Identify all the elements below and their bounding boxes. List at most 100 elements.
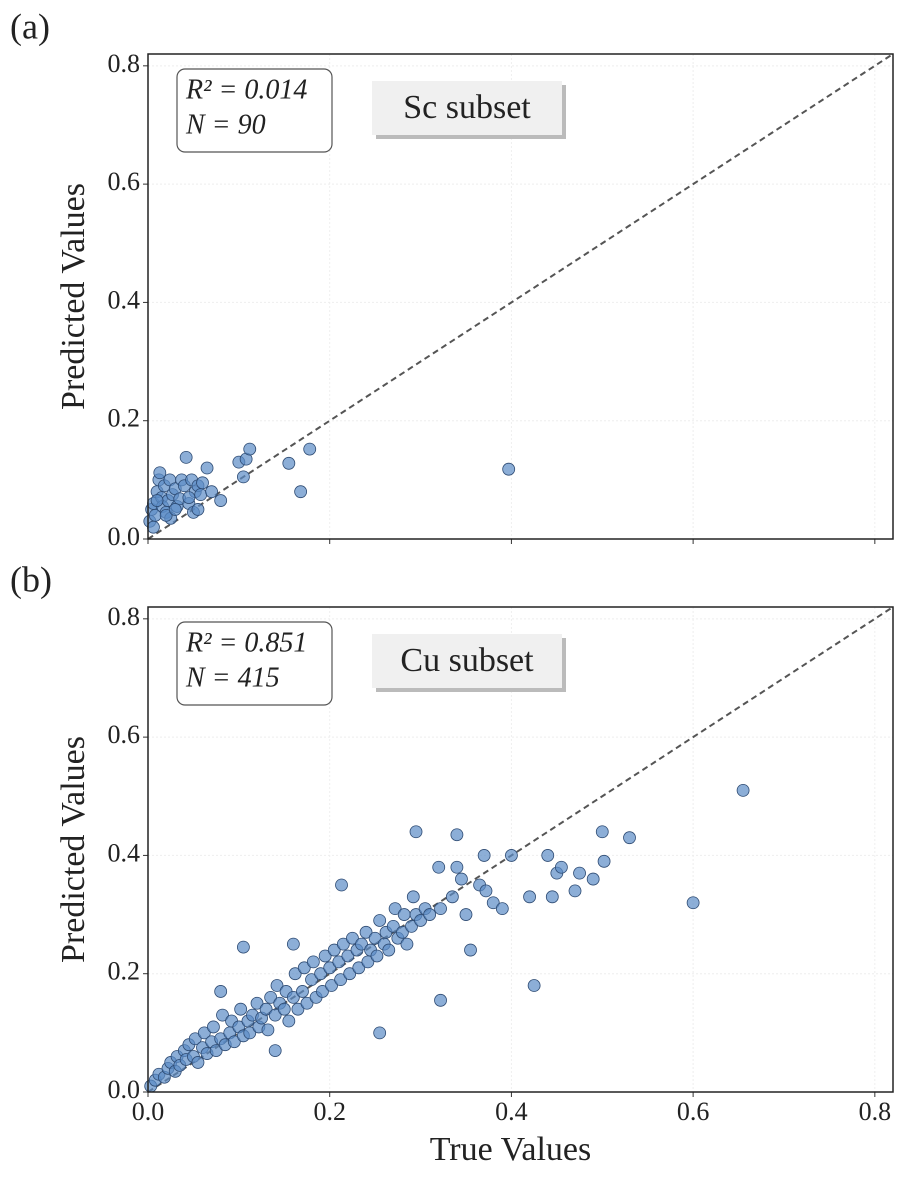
point — [505, 849, 518, 862]
point — [243, 1026, 257, 1040]
panel-label: (b) — [10, 559, 52, 599]
point — [502, 462, 516, 476]
point — [318, 949, 332, 963]
stats-text: N = 415 — [185, 662, 280, 693]
point — [243, 442, 257, 456]
point — [406, 890, 420, 904]
point — [464, 943, 477, 957]
point — [368, 931, 382, 945]
y-axis-label: Predicted Values — [55, 183, 92, 410]
y-tick-label: 0.2 — [108, 957, 141, 986]
point — [405, 919, 418, 933]
point — [147, 520, 160, 534]
point — [336, 937, 350, 951]
y-tick-label: 0.8 — [108, 49, 141, 78]
point — [268, 1044, 282, 1057]
x-tick-label: 0.0 — [132, 1097, 165, 1126]
point — [327, 943, 341, 957]
point — [216, 1008, 229, 1022]
x-axis-label: True Values — [430, 1131, 592, 1168]
x-tick-label: 0.6 — [677, 1097, 710, 1126]
point — [623, 831, 636, 845]
x-tick-label: 0.8 — [859, 1097, 892, 1126]
y-axis-label: Predicted Values — [55, 736, 92, 963]
point — [414, 914, 427, 927]
point — [200, 461, 214, 475]
point — [268, 1008, 282, 1022]
point — [296, 985, 309, 998]
point — [153, 466, 167, 480]
point — [400, 937, 414, 951]
point — [297, 961, 311, 975]
point — [214, 985, 228, 998]
stats-box — [176, 68, 333, 153]
point — [736, 783, 750, 797]
point — [432, 860, 446, 874]
y-tick-label: 0.4 — [108, 838, 141, 867]
point — [270, 979, 284, 992]
point — [361, 955, 375, 969]
panel-label: (a) — [10, 6, 50, 46]
point — [282, 456, 296, 470]
point — [595, 825, 609, 839]
axes-frame — [147, 53, 894, 540]
y-tick-label: 0.6 — [108, 167, 141, 196]
point — [227, 1035, 241, 1049]
point — [686, 896, 700, 910]
y-tick-label: 0.0 — [108, 1075, 141, 1104]
point — [332, 955, 346, 969]
point — [450, 860, 464, 874]
point — [188, 1032, 202, 1046]
point — [479, 884, 493, 898]
point — [434, 993, 447, 1007]
point — [323, 961, 337, 975]
y-tick-label: 0.2 — [108, 404, 141, 433]
point — [306, 955, 320, 969]
point — [573, 866, 586, 880]
point — [352, 961, 366, 975]
y-tick-label: 0.4 — [108, 285, 141, 314]
point — [214, 494, 228, 507]
point — [182, 491, 196, 504]
point — [445, 890, 459, 904]
point — [325, 979, 338, 992]
point — [191, 1056, 205, 1069]
point — [294, 485, 308, 499]
point — [477, 849, 491, 862]
point — [277, 1002, 291, 1016]
point — [386, 919, 400, 933]
point — [373, 914, 387, 927]
y-tick-label: 0.0 — [108, 522, 141, 551]
point — [179, 450, 193, 464]
point — [346, 931, 359, 945]
point — [168, 503, 182, 516]
point — [236, 470, 250, 484]
point — [597, 854, 611, 868]
point — [450, 828, 464, 842]
x-tick-label: 0.2 — [313, 1097, 346, 1126]
point — [434, 902, 447, 916]
point — [545, 890, 559, 904]
point — [205, 485, 218, 499]
point — [264, 990, 278, 1004]
subset-label: Cu subset — [400, 642, 534, 679]
point — [314, 967, 328, 981]
point — [159, 508, 173, 522]
y-tick-label: 0.8 — [108, 602, 141, 631]
subset-label: Sc subset — [403, 89, 531, 126]
point — [316, 985, 329, 998]
point — [209, 1044, 223, 1057]
point — [194, 488, 208, 502]
point — [586, 872, 600, 886]
stats-text: R² = 0.014 — [185, 74, 307, 105]
identity-line — [147, 606, 894, 1093]
point — [395, 925, 409, 939]
point — [300, 996, 314, 1010]
point — [359, 925, 373, 939]
point — [259, 1002, 273, 1016]
point — [286, 990, 300, 1004]
y-tick-label: 0.6 — [108, 720, 141, 749]
point — [523, 890, 536, 904]
point — [250, 996, 264, 1010]
point — [150, 494, 164, 507]
